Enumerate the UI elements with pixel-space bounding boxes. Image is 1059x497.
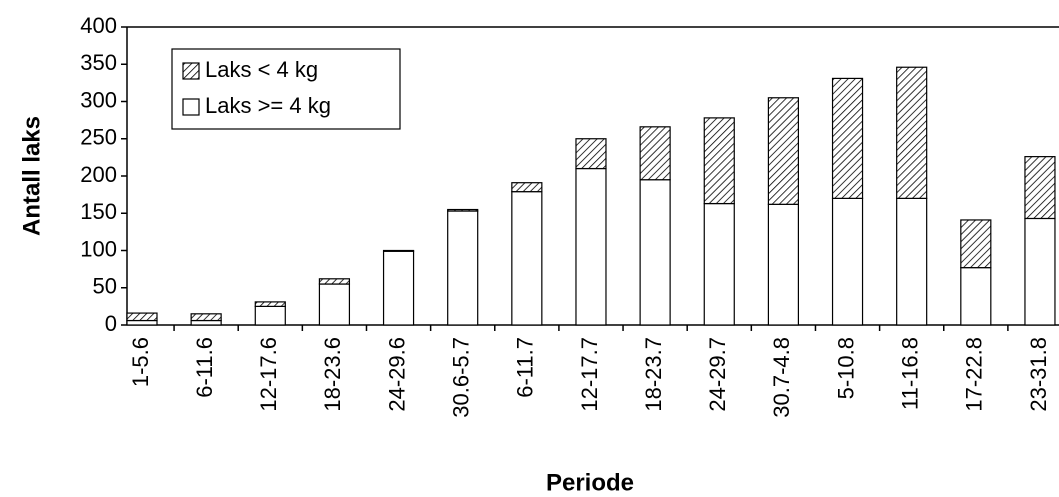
bar-segment (703, 202, 735, 326)
bar-segment (382, 250, 415, 326)
bar-segment (960, 267, 992, 326)
y-tick-label: 400 (80, 13, 117, 38)
bar-segment (831, 77, 864, 199)
y-tick-label: 150 (80, 199, 117, 224)
x-tick-label: 18-23.6 (320, 337, 345, 412)
x-tick-label: 6-11.7 (513, 337, 538, 398)
x-tick-label: 1-5.6 (128, 337, 153, 387)
bar-segment (896, 197, 928, 326)
y-tick-label: 300 (80, 87, 117, 112)
bar-segment (511, 182, 543, 193)
legend-label: Laks < 4 kg (205, 57, 318, 82)
bar-segment (639, 179, 671, 326)
bar-segment (254, 301, 286, 307)
x-axis-label: Periode (546, 469, 634, 496)
legend-box (171, 48, 401, 130)
bar-segment (190, 313, 222, 322)
bar-segment (511, 191, 543, 326)
bar-segment (447, 208, 479, 212)
x-tick-label: 12-17.6 (256, 337, 281, 412)
bar-segment (318, 278, 351, 285)
bar-segment (575, 138, 607, 170)
bar-segment (960, 219, 992, 269)
y-tick-label: 50 (93, 274, 117, 299)
x-tick-label: 30.6-5.7 (449, 337, 474, 418)
x-tick-label: 11-16.8 (897, 337, 922, 410)
x-tick-label: 17-22.8 (962, 337, 987, 412)
bar-segment (767, 203, 800, 326)
x-tick-label: 12-17.7 (577, 337, 602, 412)
bar-segment (575, 167, 607, 326)
y-tick-label: 250 (80, 125, 117, 150)
y-tick-label: 0 (105, 311, 117, 336)
bar-segment (1024, 217, 1056, 326)
legend-swatch (182, 62, 200, 80)
x-tick-label: 24-29.7 (705, 337, 730, 412)
y-axis-label: Antall laks (18, 116, 45, 236)
bar-segment (896, 66, 928, 199)
bar-segment (126, 312, 158, 322)
bar-segment (831, 197, 864, 326)
legend-swatch (182, 98, 200, 116)
bar-segment (190, 319, 222, 326)
x-tick-label: 30.7-4.8 (769, 337, 794, 418)
x-tick-label: 24-29.6 (384, 337, 409, 412)
bar-segment (1024, 156, 1056, 220)
bar-segment (382, 249, 415, 252)
bar-segment (767, 97, 800, 205)
y-tick-label: 350 (80, 50, 117, 75)
x-tick-label: 5-10.8 (833, 337, 858, 399)
x-tick-label: 18-23.7 (641, 337, 666, 412)
bar-segment (126, 319, 158, 326)
bar-segment (318, 283, 351, 326)
bar-segment (254, 305, 286, 326)
legend-label: Laks >= 4 kg (205, 93, 331, 118)
y-tick-label: 200 (80, 162, 117, 187)
bar-segment (639, 126, 671, 181)
x-tick-label: 23-31.8 (1026, 337, 1051, 412)
y-tick-label: 100 (80, 236, 117, 261)
x-tick-label: 6-11.6 (192, 337, 217, 398)
bar-segment (447, 210, 479, 326)
bar-segment (703, 117, 735, 205)
